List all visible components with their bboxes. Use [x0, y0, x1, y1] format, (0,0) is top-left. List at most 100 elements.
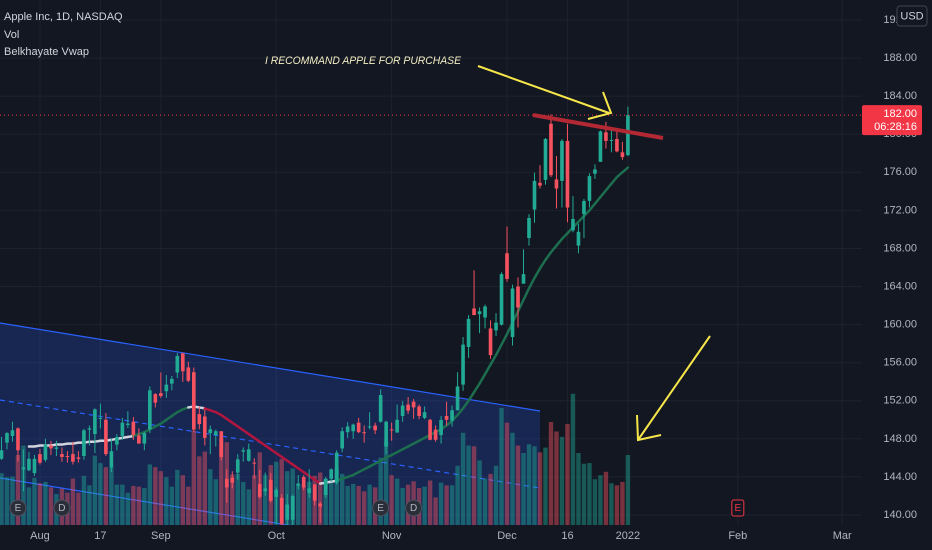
volume-bar — [460, 432, 466, 525]
price-label-box — [862, 105, 922, 136]
volume-bar — [164, 477, 169, 525]
volume-bar — [263, 475, 268, 525]
vwap-segment — [478, 372, 487, 385]
volume-bar — [471, 446, 477, 525]
y-tick-label: 156.00 — [883, 357, 917, 369]
candle-body — [433, 429, 438, 440]
volume-bar — [219, 438, 224, 525]
volume-bar — [296, 483, 301, 525]
vwap-segment — [621, 166, 630, 174]
volume-bar — [197, 456, 202, 525]
candle-body — [400, 405, 405, 417]
vwap-segment — [544, 251, 553, 262]
vwap-segment — [461, 399, 470, 410]
candle-body — [499, 274, 504, 325]
volume-bar — [32, 477, 37, 525]
event-icon — [372, 499, 390, 517]
candles — [0, 106, 862, 525]
volume-bar — [598, 475, 603, 525]
y-tick-label: 140.00 — [883, 509, 917, 521]
x-tick-label: Oct — [268, 530, 285, 542]
candle-body — [148, 390, 152, 430]
vwap-segment — [456, 407, 465, 417]
volume-bar — [186, 486, 191, 525]
vwap-segment — [527, 276, 536, 290]
candle-body — [87, 428, 92, 430]
channel-drawing — [0, 322, 541, 525]
vwap-segment — [588, 202, 597, 212]
x-tick-label: Sep — [151, 530, 171, 542]
channel-top — [0, 322, 541, 412]
volume-bar — [180, 475, 186, 525]
candle-body — [521, 274, 526, 284]
candle-body — [170, 378, 174, 384]
x-tick-label: 2022 — [616, 530, 640, 542]
candle-body — [494, 322, 498, 331]
volume-bar — [559, 436, 565, 525]
arrow — [637, 335, 711, 441]
vwap-segment — [472, 382, 481, 394]
candle-body — [560, 140, 564, 181]
volume-bar — [592, 479, 598, 525]
candle-body — [549, 123, 553, 176]
volume-bar — [241, 481, 246, 525]
currency-button[interactable]: USD — [896, 5, 928, 27]
legend-volume: Vol — [4, 29, 19, 41]
candle-body — [197, 414, 202, 425]
candle-body — [604, 132, 608, 141]
candle-body — [296, 483, 301, 486]
currency-button-box[interactable] — [896, 5, 928, 27]
volume-bar — [504, 422, 510, 525]
vwap-segment — [599, 189, 608, 199]
volume-bar — [87, 485, 92, 525]
candle-body — [615, 138, 619, 152]
volume-bar — [614, 485, 620, 525]
candle-body — [587, 176, 592, 201]
event-label: E — [377, 503, 384, 514]
candle-body — [395, 419, 399, 433]
candle-body — [483, 306, 487, 318]
volume-bar — [510, 432, 515, 525]
candle-body — [593, 169, 597, 174]
volume-bar — [433, 497, 438, 525]
y-tick-label: 160.00 — [883, 319, 917, 331]
candle-body — [307, 488, 312, 494]
volume-bar — [587, 463, 592, 525]
vwap-segment — [522, 287, 531, 302]
volume-bar — [565, 424, 570, 525]
volume-bar — [499, 407, 504, 525]
volume-bar — [76, 492, 81, 525]
candle-body — [505, 253, 509, 279]
candle-body — [16, 428, 20, 451]
volume-bar — [345, 485, 350, 525]
candle-body — [115, 436, 119, 445]
volume-bar — [279, 459, 284, 525]
candle-body — [378, 395, 383, 422]
candle-body — [241, 450, 246, 452]
candle-body — [362, 432, 366, 434]
vwap-segment — [538, 258, 547, 270]
candle-body — [54, 447, 59, 449]
event-box — [731, 499, 745, 517]
volume-bar — [438, 482, 444, 525]
candle-body — [268, 479, 273, 501]
candle-body — [202, 416, 207, 438]
candle-body — [323, 478, 328, 496]
candle-body — [582, 200, 586, 215]
volume-bar — [10, 476, 15, 525]
candle-body — [120, 422, 125, 436]
candle-body — [224, 478, 229, 488]
x-tick-label: Mar — [833, 530, 852, 542]
legend-vwap: Belkhayate Vwap — [4, 46, 89, 58]
volume-bar — [356, 485, 361, 525]
currency-label[interactable]: USD — [900, 10, 923, 22]
volume-bar — [125, 492, 131, 525]
volume-bar — [422, 486, 427, 525]
volume-bar — [466, 445, 471, 525]
candle-body — [417, 406, 421, 417]
vwap-segment — [577, 214, 586, 224]
volume-bar — [350, 483, 356, 525]
candle-body — [444, 416, 449, 420]
